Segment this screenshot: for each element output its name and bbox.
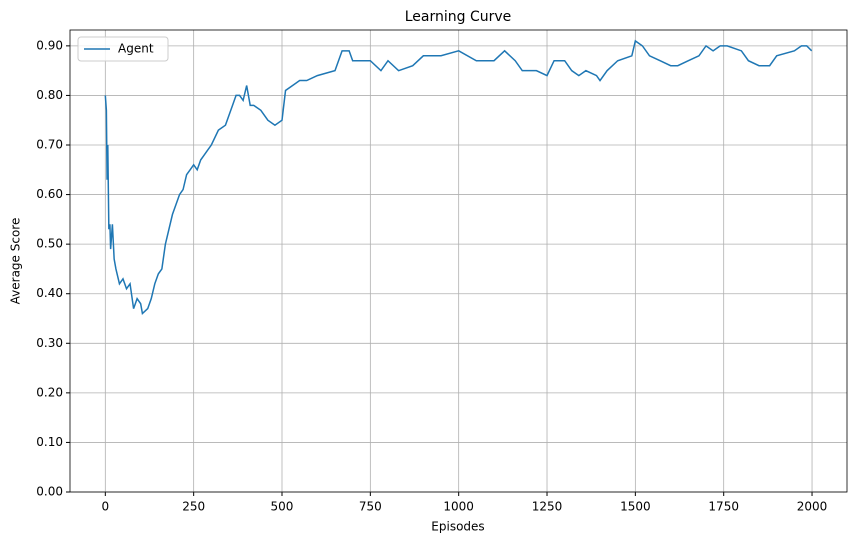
y-tick-label: 0.80 xyxy=(36,88,63,102)
x-tick-label: 2000 xyxy=(797,500,828,514)
x-tick-label: 1250 xyxy=(532,500,563,514)
x-axis-label: Episodes xyxy=(431,520,484,534)
x-tick-label: 0 xyxy=(101,500,109,514)
x-tick-label: 1500 xyxy=(620,500,651,514)
y-tick-label: 0.00 xyxy=(36,485,63,499)
y-tick-label: 0.50 xyxy=(36,237,63,251)
legend-box xyxy=(77,36,169,62)
plot-frame xyxy=(69,29,848,493)
y-tick-label: 0.40 xyxy=(36,286,63,300)
y-tick-label: 0.90 xyxy=(36,38,63,52)
y-tick-label: 0.60 xyxy=(36,187,63,201)
y-axis-label: Average Score xyxy=(9,218,23,305)
y-tick-label: 0.20 xyxy=(36,385,63,399)
x-tick-label: 500 xyxy=(271,500,294,514)
data-line xyxy=(104,39,813,316)
x-tick-label: 1750 xyxy=(708,500,739,514)
x-tick-label: 750 xyxy=(359,500,382,514)
legend-label: Agent xyxy=(118,42,154,56)
y-tick-label: 0.10 xyxy=(36,435,63,449)
x-tick-label: 250 xyxy=(182,500,205,514)
y-tick-label: 0.30 xyxy=(36,336,63,350)
x-tick-label: 1000 xyxy=(443,500,474,514)
chart-title: Learning Curve xyxy=(405,9,512,25)
y-tick-label: 0.70 xyxy=(36,138,63,152)
